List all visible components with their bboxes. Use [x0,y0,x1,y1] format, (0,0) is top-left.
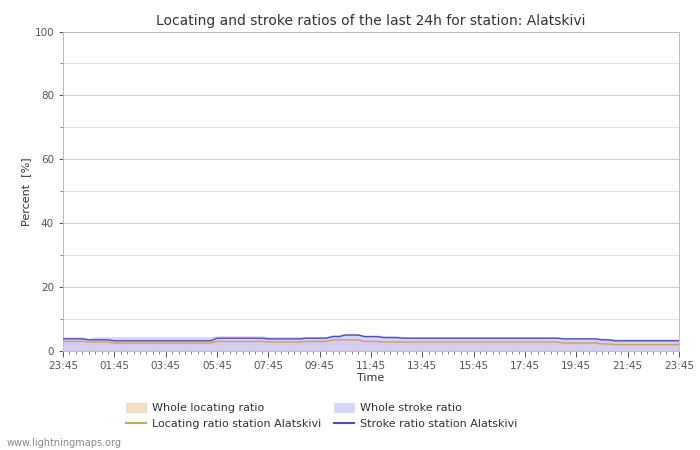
Title: Locating and stroke ratios of the last 24h for station: Alatskivi: Locating and stroke ratios of the last 2… [156,14,586,27]
Legend: Whole locating ratio, Locating ratio station Alatskivi, Whole stroke ratio, Stro: Whole locating ratio, Locating ratio sta… [122,398,522,433]
X-axis label: Time: Time [358,373,384,383]
Y-axis label: Percent  [%]: Percent [%] [22,157,32,225]
Text: www.lightningmaps.org: www.lightningmaps.org [7,438,122,448]
